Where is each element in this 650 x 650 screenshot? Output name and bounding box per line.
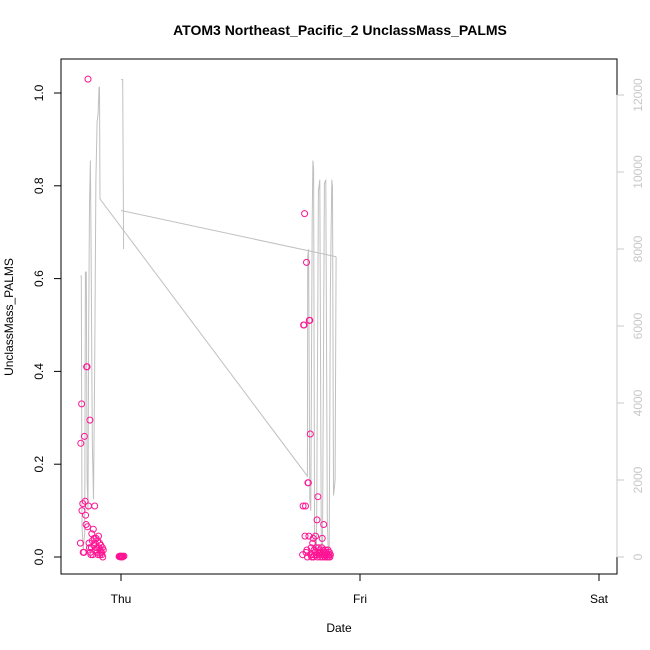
data-point bbox=[86, 416, 94, 424]
data-point bbox=[94, 537, 102, 545]
data-point bbox=[89, 525, 97, 533]
y2-tick-label: 4000 bbox=[631, 389, 645, 416]
data-point bbox=[81, 497, 89, 505]
data-point bbox=[84, 75, 92, 83]
y2-tick-label: 2000 bbox=[631, 466, 645, 493]
data-point bbox=[91, 502, 99, 510]
data-point bbox=[83, 363, 91, 371]
x-tick-label: Thu bbox=[111, 592, 132, 606]
data-point bbox=[78, 507, 86, 515]
data-point bbox=[313, 516, 321, 524]
data-point bbox=[326, 551, 334, 559]
y2-tick-label: 8000 bbox=[631, 235, 645, 262]
data-point bbox=[84, 523, 91, 531]
plot-frame bbox=[60, 58, 618, 575]
data-point bbox=[300, 321, 308, 329]
data-point bbox=[302, 502, 309, 510]
x-tick-label: Fri bbox=[353, 592, 367, 606]
chart-title: ATOM3 Northeast_Pacific_2 UnclassMass_PA… bbox=[173, 22, 507, 38]
data-point bbox=[99, 553, 107, 561]
data-point bbox=[314, 493, 322, 501]
x-tick-label: Sat bbox=[590, 592, 609, 606]
data-point bbox=[306, 316, 314, 324]
data-point bbox=[303, 258, 310, 266]
data-point bbox=[309, 539, 317, 547]
data-point bbox=[76, 539, 84, 547]
data-point bbox=[318, 534, 326, 542]
data-point bbox=[304, 479, 312, 487]
data-point bbox=[78, 400, 86, 408]
x-axis-label: Date bbox=[326, 621, 352, 635]
line-segment-1 bbox=[121, 79, 125, 250]
data-point bbox=[301, 210, 309, 218]
data-point bbox=[320, 521, 328, 528]
y2-tick-label: 10000 bbox=[631, 155, 645, 189]
data-point bbox=[87, 551, 95, 559]
data-point bbox=[99, 546, 107, 554]
y-axis-left: 0.0 0.2 0.4 0.6 0.8 1.0 bbox=[32, 84, 62, 565]
x-axis: Thu Fri Sat bbox=[111, 573, 609, 606]
data-point bbox=[79, 500, 87, 508]
data-point bbox=[80, 432, 88, 440]
data-point bbox=[299, 502, 307, 510]
point-series bbox=[76, 75, 334, 561]
y2-tick-label: 0 bbox=[631, 553, 645, 560]
data-point bbox=[82, 511, 90, 519]
y2-tick-label: 6000 bbox=[631, 312, 645, 339]
data-point bbox=[301, 532, 309, 540]
data-point bbox=[95, 532, 102, 540]
data-point bbox=[77, 439, 85, 447]
y-tick-label: 0.0 bbox=[32, 548, 46, 565]
data-point bbox=[306, 430, 314, 438]
data-point bbox=[91, 539, 99, 547]
y-axis-label: UnclassMass_PALMS bbox=[2, 258, 16, 376]
data-point bbox=[309, 534, 317, 542]
data-point bbox=[314, 553, 321, 561]
line-segment-0 bbox=[80, 86, 337, 550]
y-tick-label: 0.6 bbox=[32, 270, 46, 287]
y2-tick-label: 12000 bbox=[631, 78, 645, 112]
y-tick-label: 0.2 bbox=[32, 456, 46, 473]
y-tick-label: 1.0 bbox=[32, 84, 46, 101]
line-segment-2 bbox=[120, 210, 337, 258]
y-tick-label: 0.8 bbox=[32, 177, 46, 194]
y-tick-label: 0.4 bbox=[32, 363, 46, 380]
data-point bbox=[120, 552, 128, 560]
line-series bbox=[80, 79, 337, 550]
y-axis-right: 0 2000 4000 6000 8000 10000 12000 bbox=[616, 78, 645, 560]
data-point bbox=[312, 532, 319, 540]
